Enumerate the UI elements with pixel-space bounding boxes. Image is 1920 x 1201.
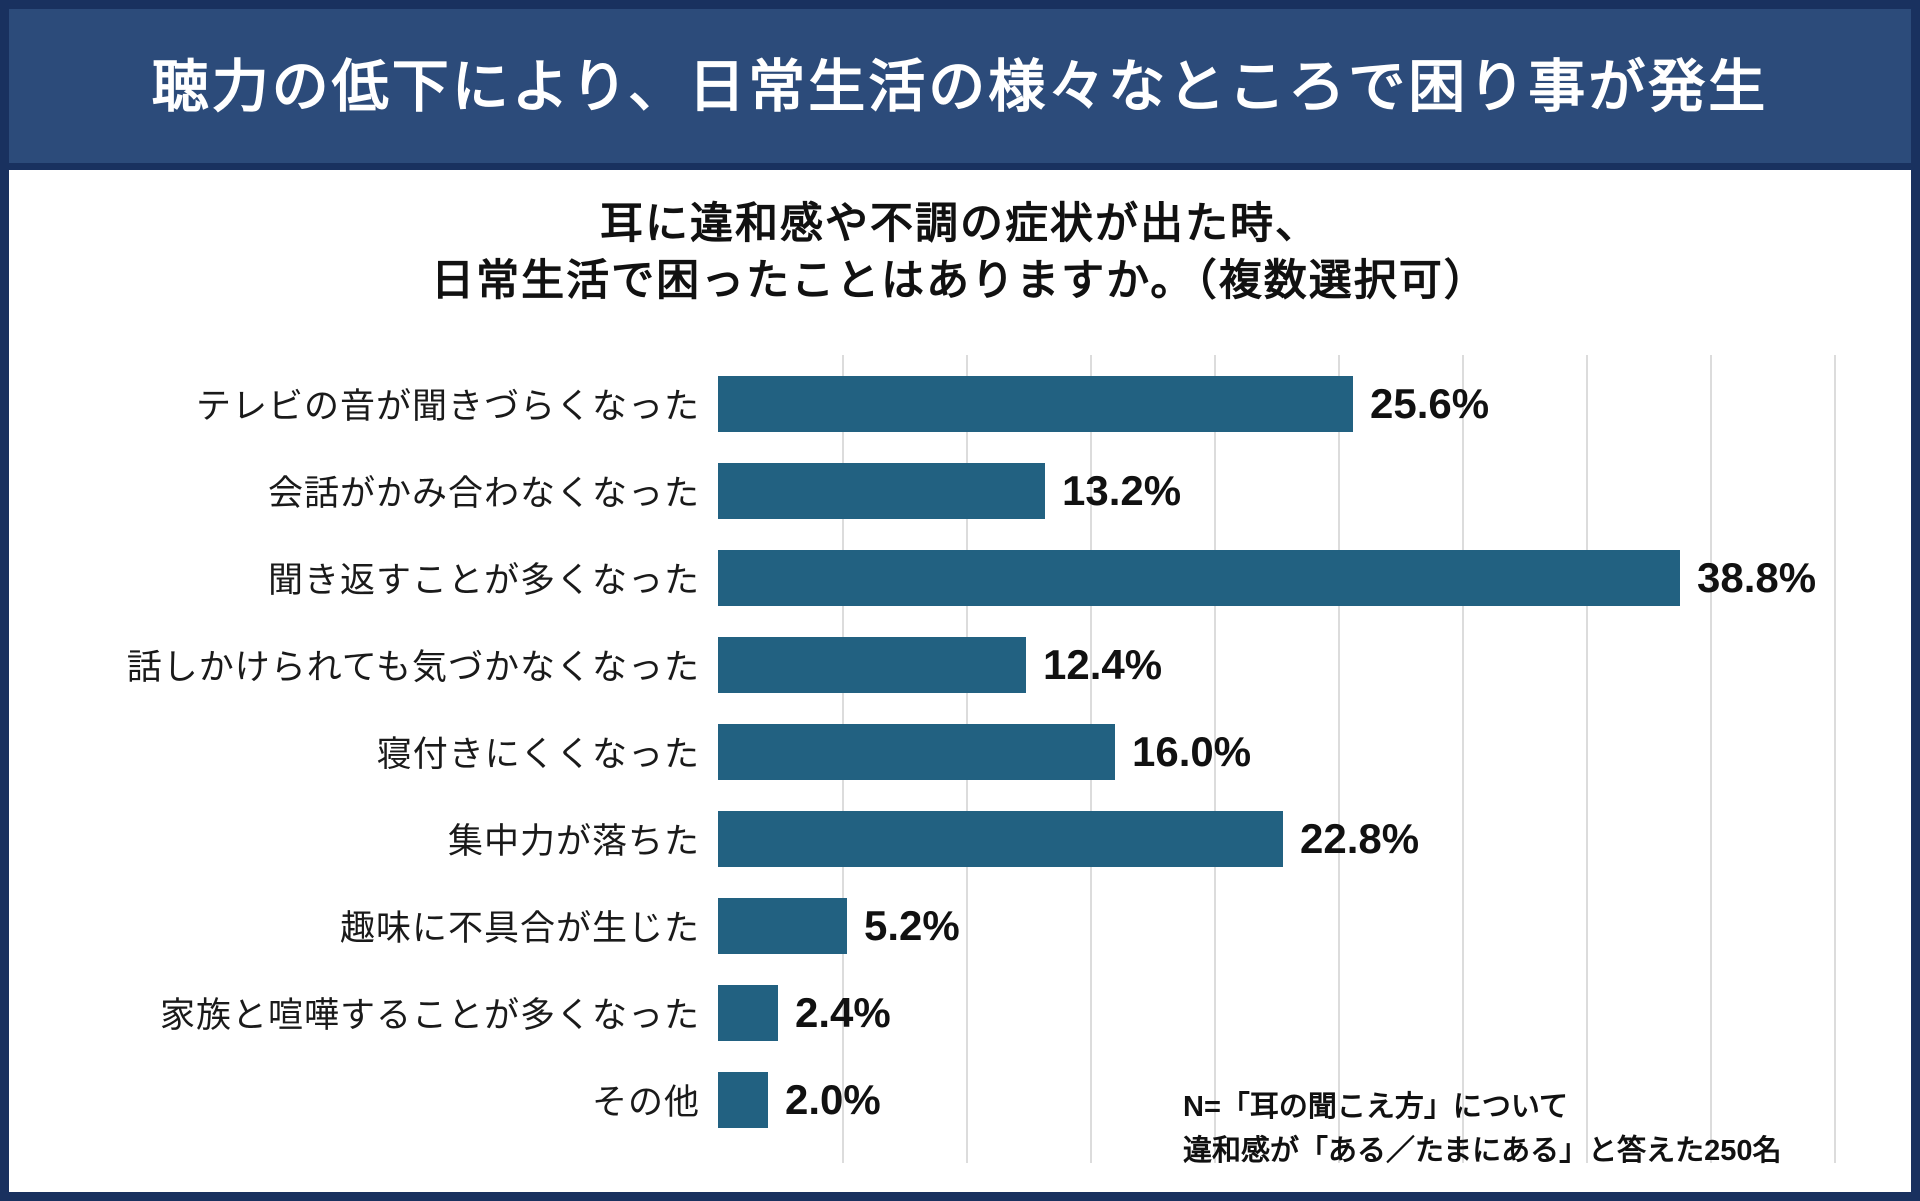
value-label: 5.2% (864, 901, 960, 949)
bar (718, 375, 1353, 432)
category-label: 会話がかみ合わなくなった (267, 474, 700, 513)
value-label: 22.8% (1300, 814, 1420, 862)
category-label: 寝付きにくくなった (376, 735, 700, 774)
chart-title-line2: 日常生活で困ったことはありますか。（複数選択可） (431, 257, 1489, 306)
bar-row: 集中力が落ちた 22.8% (0, 795, 1920, 882)
bar (718, 810, 1283, 867)
category-label: 聞き返すことが多くなった (267, 561, 700, 600)
bar (718, 897, 847, 954)
bar-row: その他 2.0% (0, 1056, 1920, 1143)
gridline-30-percent (1462, 355, 1464, 1163)
value-label: 12.4% (1043, 640, 1163, 688)
sample-size-note: N=「耳の聞こえ方」について 違和感が「ある／たまにある」と答えた250名 (1183, 1086, 1782, 1173)
sample-size-note-line1: N=「耳の聞こえ方」について (1183, 1091, 1569, 1123)
bar-row: 寝付きにくくなった 16.0% (0, 708, 1920, 795)
chart-title-line1: 耳に違和感や不調の症状が出た時、 (600, 200, 1320, 248)
bar-row: 趣味に不具合が生じた 5.2% (0, 882, 1920, 969)
bar (718, 636, 1026, 693)
header-banner: 聴力の低下により、日常生活の様々なところで困り事が発生 (0, 0, 1920, 170)
value-label: 25.6% (1370, 379, 1490, 427)
gridline-35-percent (1586, 355, 1588, 1163)
gridline-45-percent (1834, 355, 1836, 1163)
value-label: 2.4% (795, 988, 891, 1036)
sample-size-note-line2: 違和感が「ある／たまにある」と答えた250名 (1183, 1134, 1782, 1167)
bar-row: 家族と喧嘩することが多くなった 2.4% (0, 969, 1920, 1056)
gridline-25-percent (1338, 355, 1340, 1163)
category-label: その他 (591, 1083, 700, 1122)
value-label: 16.0% (1132, 727, 1252, 775)
bar (718, 723, 1115, 780)
category-label: 集中力が落ちた (447, 822, 700, 861)
bar (718, 984, 778, 1041)
bar-row: 会話がかみ合わなくなった 13.2% (0, 447, 1920, 534)
category-label: 話しかけられても気づかなくなった (126, 648, 700, 687)
value-label: 38.8% (1697, 553, 1817, 601)
category-label: 家族と喧嘩することが多くなった (159, 996, 700, 1035)
bar (718, 462, 1045, 519)
category-label: テレビの音が聞きづらくなった (195, 387, 700, 426)
gridline-40-percent (1710, 355, 1712, 1163)
gridline-20-percent (1214, 355, 1216, 1163)
bar (718, 549, 1680, 606)
bar-row: 聞き返すことが多くなった 38.8% (0, 534, 1920, 621)
value-label: 13.2% (1062, 466, 1182, 514)
value-label: 2.0% (785, 1075, 881, 1123)
page-title: 聴力の低下により、日常生活の様々なところで困り事が発生 (151, 54, 1769, 119)
bar-row: 話しかけられても気づかなくなった 12.4% (0, 621, 1920, 708)
bar-row: テレビの音が聞きづらくなった 25.6% (0, 360, 1920, 447)
category-label: 趣味に不具合が生じた (339, 909, 700, 948)
bar (718, 1071, 768, 1128)
chart-title: 耳に違和感や不調の症状が出た時、 日常生活で困ったことはありますか。（複数選択可… (0, 196, 1920, 310)
bar-chart: テレビの音が聞きづらくなった 25.6% 会話がかみ合わなくなった 13.2% 聞き返す… (0, 360, 1920, 1143)
